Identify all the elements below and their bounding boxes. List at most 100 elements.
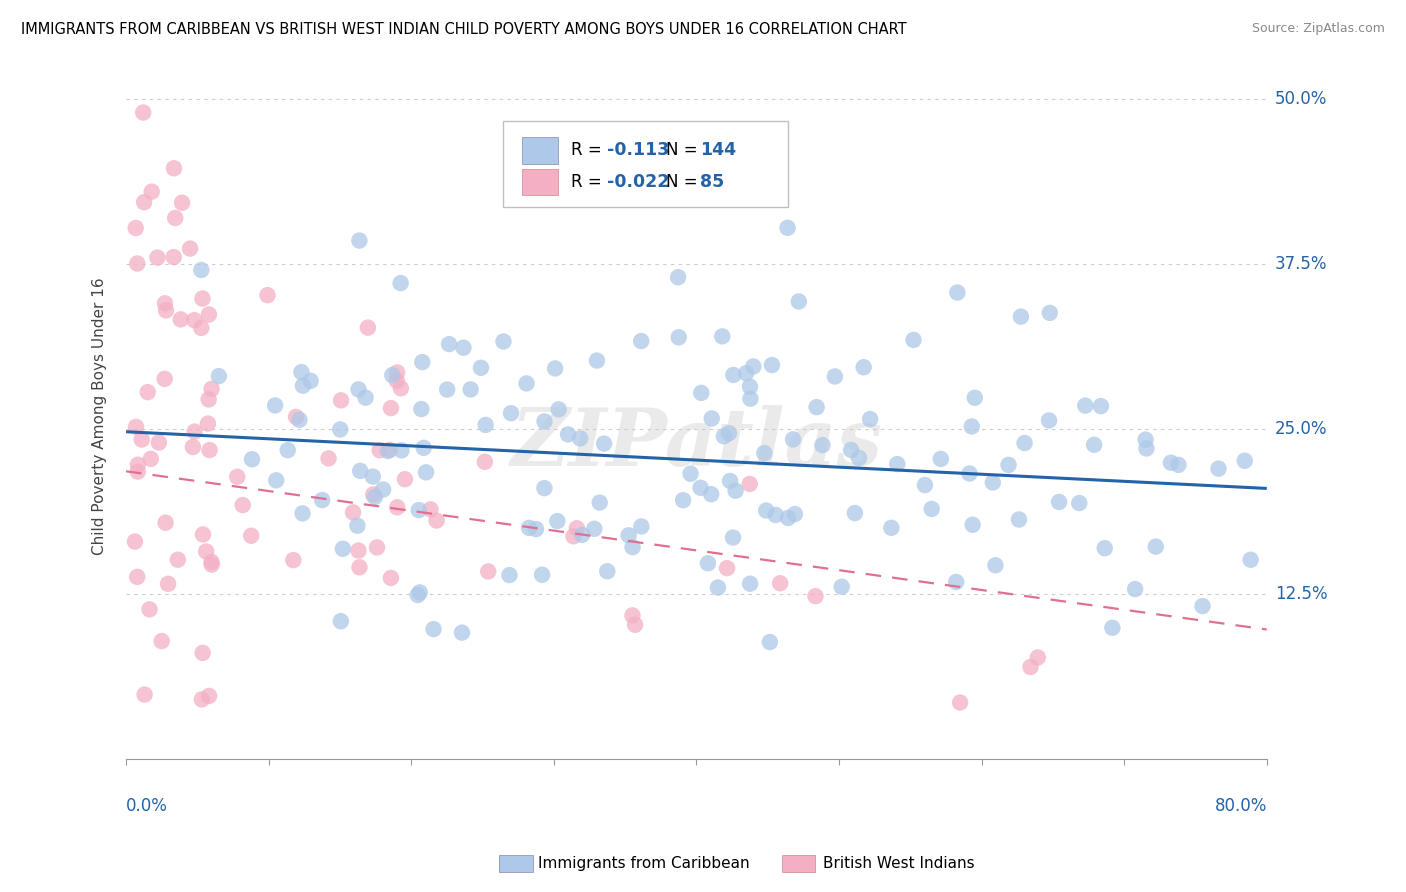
Point xyxy=(394,472,416,486)
Point xyxy=(782,433,804,447)
Point xyxy=(329,422,352,436)
Text: ZIPatlas: ZIPatlas xyxy=(510,405,883,482)
Point xyxy=(946,285,969,300)
Point xyxy=(903,333,925,347)
Point xyxy=(831,580,853,594)
Point xyxy=(181,440,204,454)
Point xyxy=(859,412,882,426)
Point xyxy=(380,401,402,416)
FancyBboxPatch shape xyxy=(522,169,558,195)
Point xyxy=(844,506,866,520)
Point xyxy=(839,442,862,457)
Point xyxy=(707,581,730,595)
Point xyxy=(769,576,792,591)
Point xyxy=(391,443,413,458)
Point xyxy=(1144,540,1167,554)
Text: British West Indians: British West Indians xyxy=(823,856,974,871)
Point xyxy=(718,474,741,488)
Point xyxy=(332,541,354,556)
Point xyxy=(716,561,738,575)
Point xyxy=(226,470,249,484)
Text: N =: N = xyxy=(665,173,703,191)
Point xyxy=(201,382,224,396)
Point xyxy=(765,508,787,522)
Point xyxy=(672,493,695,508)
Point xyxy=(997,458,1019,472)
Point xyxy=(191,692,214,706)
Point xyxy=(1019,660,1042,674)
Point xyxy=(406,588,429,602)
Point xyxy=(666,270,689,285)
Text: -0.113: -0.113 xyxy=(607,142,669,160)
Point xyxy=(1094,541,1116,556)
Point xyxy=(811,438,834,452)
Point xyxy=(165,211,187,225)
Point xyxy=(700,487,723,501)
Point xyxy=(127,570,149,584)
Point xyxy=(477,565,499,579)
Point xyxy=(408,503,430,517)
Text: R =: R = xyxy=(571,173,607,191)
Point xyxy=(342,505,364,519)
Point xyxy=(197,417,219,431)
Point xyxy=(630,519,652,533)
Point xyxy=(783,507,806,521)
Point xyxy=(557,427,579,442)
Point xyxy=(190,321,212,335)
Point xyxy=(150,634,173,648)
Point xyxy=(201,558,224,572)
Point xyxy=(621,608,644,623)
Point xyxy=(962,517,984,532)
Point xyxy=(531,567,554,582)
Point xyxy=(124,534,146,549)
Point xyxy=(387,500,409,515)
Point xyxy=(349,464,371,478)
Point xyxy=(742,359,765,374)
Point xyxy=(127,256,149,270)
Point xyxy=(981,475,1004,490)
Text: 12.5%: 12.5% xyxy=(1275,585,1327,603)
Point xyxy=(200,555,222,569)
Point xyxy=(347,543,370,558)
Point xyxy=(1160,456,1182,470)
Point xyxy=(787,294,810,309)
Point xyxy=(1014,436,1036,450)
Point xyxy=(125,420,148,434)
Text: Immigrants from Caribbean: Immigrants from Caribbean xyxy=(538,856,751,871)
Point xyxy=(700,411,723,425)
Point xyxy=(387,366,409,380)
Point xyxy=(436,383,458,397)
Point xyxy=(1135,442,1157,456)
Point xyxy=(347,383,370,397)
Point xyxy=(565,521,588,535)
Point xyxy=(166,552,188,566)
Point xyxy=(163,250,186,264)
Point xyxy=(562,529,585,543)
Point xyxy=(738,477,761,491)
Point xyxy=(492,334,515,349)
Point xyxy=(544,361,567,376)
Point xyxy=(349,234,371,248)
Point xyxy=(1167,458,1189,472)
Point xyxy=(378,442,401,457)
Point xyxy=(191,292,214,306)
Point xyxy=(1010,310,1032,324)
Point xyxy=(806,400,828,414)
Point xyxy=(1191,599,1213,613)
Point xyxy=(1026,650,1049,665)
Point xyxy=(283,553,305,567)
Point xyxy=(583,522,606,536)
Point xyxy=(357,320,380,334)
Point xyxy=(689,481,711,495)
Point xyxy=(474,455,496,469)
Point xyxy=(621,540,644,554)
Point xyxy=(299,374,322,388)
Y-axis label: Child Poverty Among Boys Under 16: Child Poverty Among Boys Under 16 xyxy=(93,277,107,555)
Point xyxy=(437,337,460,351)
Point xyxy=(132,195,155,210)
Point xyxy=(232,498,254,512)
Point xyxy=(198,308,221,322)
Point xyxy=(419,502,441,516)
Point xyxy=(155,516,177,530)
Point xyxy=(546,514,568,528)
